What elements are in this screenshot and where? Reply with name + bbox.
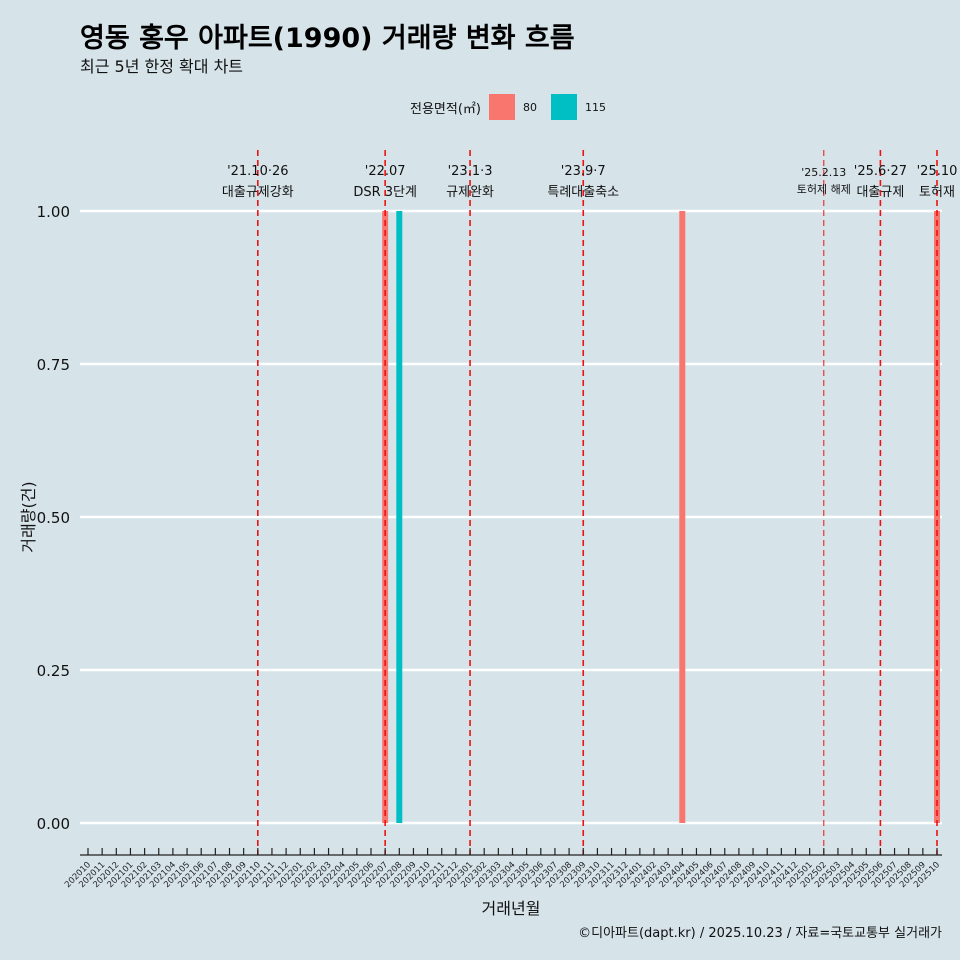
bar-80-202510 (934, 211, 940, 823)
bar-115-202208 (396, 211, 403, 823)
annotation-label: 규제완화 (446, 185, 494, 200)
annotation-date: '21.10·26 (227, 164, 288, 179)
y-tick-label: 1.00 (37, 203, 70, 221)
legend-label-115: 115 (584, 100, 606, 114)
y-tick-label: 0.25 (37, 662, 70, 680)
legend-swatch-80 (488, 94, 515, 120)
legend-label-80: 80 (522, 100, 537, 114)
x-axis-title: 거래년월 (482, 899, 541, 918)
annotation-label: 특례대출축소 (547, 185, 619, 200)
chart-subtitle: 최근 5년 한정 확대 차트 (80, 57, 244, 76)
annotation-date: '25.2.13 (801, 166, 846, 179)
bar-80-202404 (679, 211, 686, 823)
caption: ©디아파트(dapt.kr) / 2025.10.23 / 자료=국토교통부 실… (578, 926, 942, 941)
annotation-date: '25.6·27 (854, 164, 907, 179)
annotation-label: 대출규제강화 (222, 185, 294, 200)
annotation-date: '23.9·7 (561, 164, 606, 179)
annotation-label: DSR 3단계 (353, 185, 417, 200)
legend-swatch-115 (550, 94, 577, 120)
annotation-date: '22.07 (365, 164, 406, 179)
legend-title: 전용면적(㎡) (410, 101, 481, 117)
y-tick-label: 0.75 (37, 356, 70, 374)
annotation-date: '25.10 (917, 164, 958, 179)
y-tick-label: 0.00 (37, 815, 70, 833)
annotation-label: 토허제 해제 (797, 182, 851, 196)
legend: 전용면적(㎡) 80 115 (410, 93, 620, 121)
bar-80-202207 (382, 211, 389, 823)
y-axis-title: 거래량(건) (19, 481, 38, 552)
annotation-date: '23.1·3 (448, 164, 493, 179)
annotation-label: 토허재 (919, 185, 955, 200)
chart-title: 영동 홍우 아파트(1990) 거래량 변화 흐름 (80, 23, 575, 54)
annotation-label: 대출규제 (856, 185, 904, 200)
y-tick-label: 0.50 (37, 509, 70, 527)
